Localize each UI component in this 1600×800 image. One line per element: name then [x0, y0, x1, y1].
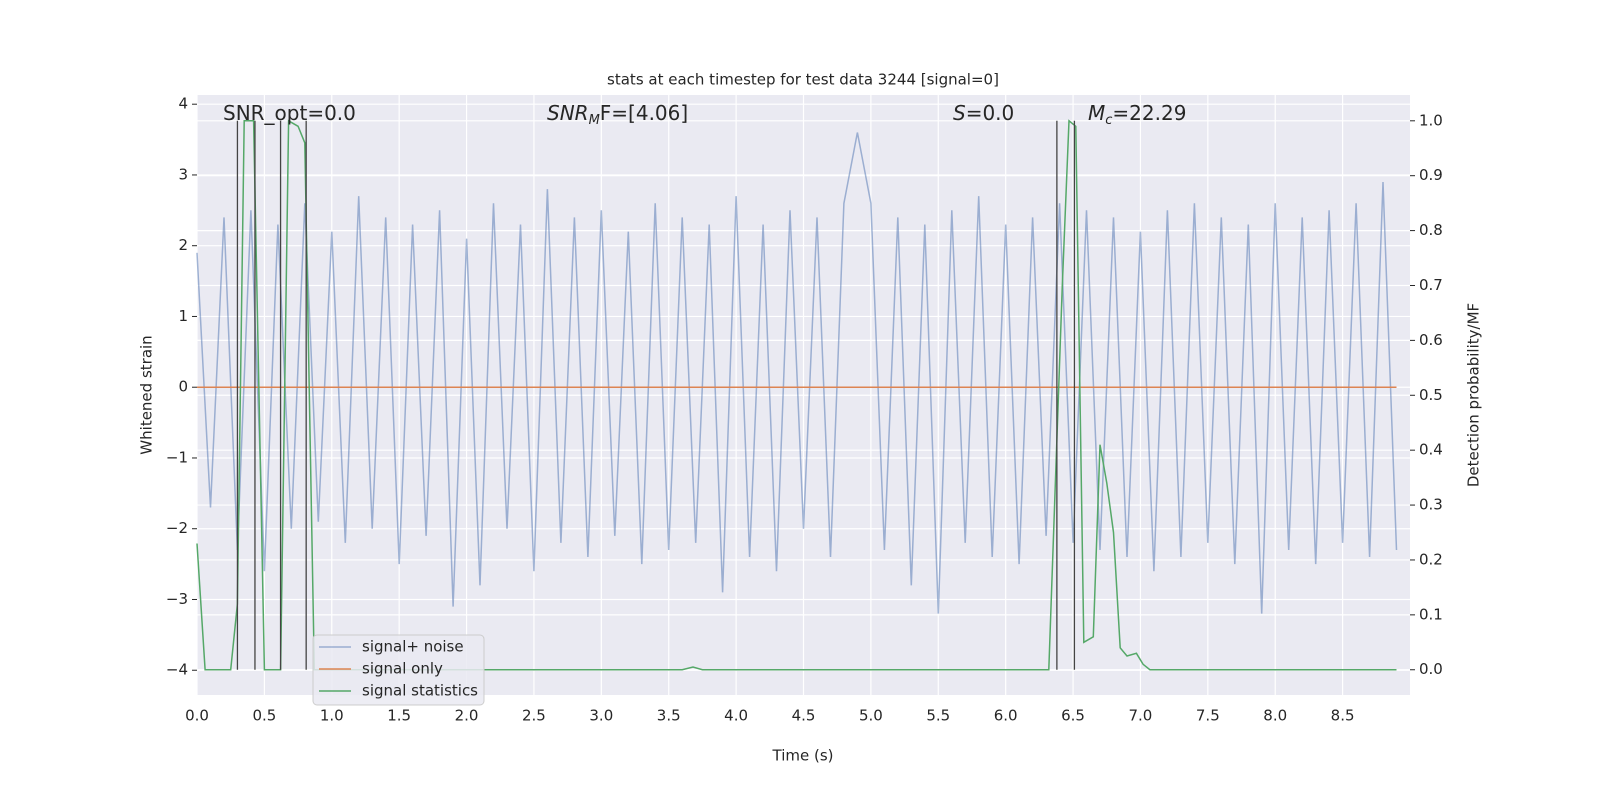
series-line: [196, 132, 1398, 614]
x-tick-label: 3.0: [589, 707, 613, 725]
x-tick-label: 6.5: [1061, 707, 1085, 725]
y-tick-label: 3: [178, 165, 188, 183]
y2-tick-label: 0.7: [1419, 276, 1443, 294]
annotation-part: c: [1105, 113, 1112, 128]
x-tick-label: 3.5: [657, 707, 681, 725]
annotation-part: M: [589, 113, 600, 128]
y-axis-label: Whitened strain: [138, 335, 156, 454]
y2-tick-label: 0.1: [1419, 605, 1443, 623]
chart-title: stats at each timestep for test data 324…: [607, 71, 999, 89]
x-tick-label: 2.5: [522, 707, 546, 725]
x-tick-label: 0.5: [252, 707, 276, 725]
y2-axis-label: Detection probability/MF: [1465, 303, 1483, 487]
x-tick-label: 7.5: [1196, 707, 1220, 725]
annotation-part: F=[4.06]: [600, 101, 688, 125]
y-tick-label: −3: [166, 590, 188, 608]
y2-tick-label: 0.5: [1419, 386, 1443, 404]
x-tick-label: 0.0: [185, 707, 209, 725]
y-tick-label: 2: [178, 236, 188, 254]
legend-label: signal only: [362, 660, 443, 678]
x-tick-label: 2.0: [455, 707, 479, 725]
y2-tick-label: 0.2: [1419, 550, 1443, 568]
y2-tick-label: 0.8: [1419, 221, 1443, 239]
x-axis-label: Time (s): [772, 747, 834, 765]
x-tick-label: 4.0: [724, 707, 748, 725]
series-line: [196, 119, 1397, 671]
annotation-part: M: [1088, 101, 1105, 125]
x-tick-label: 6.0: [994, 707, 1018, 725]
y2-tick-label: 0.6: [1419, 331, 1443, 349]
y-tick-label: 4: [178, 95, 188, 113]
x-tick-label: 8.0: [1263, 707, 1287, 725]
annotation: Mc=22.29: [1088, 101, 1186, 128]
annotation-part: SNR: [547, 101, 589, 125]
legend-label: signal statistics: [362, 682, 478, 700]
legend-box: [312, 634, 485, 706]
annotation: S=0.0: [953, 101, 1014, 125]
y2-tick-label: 0.9: [1419, 166, 1443, 184]
y-tick-label: 1: [178, 307, 188, 325]
x-tick-label: 1.0: [320, 707, 344, 725]
y-tick-label: −2: [166, 519, 188, 537]
y-tick-label: −4: [166, 661, 188, 679]
annotation-part: =22.29: [1112, 101, 1186, 125]
x-tick-label: 5.0: [859, 707, 883, 725]
x-tick-label: 7.0: [1129, 707, 1153, 725]
legend-label: signal+ noise: [362, 638, 464, 656]
y2-tick-label: 0.4: [1419, 441, 1443, 459]
x-tick-label: 1.5: [387, 707, 411, 725]
y2-tick-label: 0.3: [1419, 496, 1443, 514]
y-tick-label: 0: [178, 378, 188, 396]
y-tick-label: −1: [166, 448, 188, 466]
y2-tick-label: 0.0: [1419, 660, 1443, 678]
annotation: SNR_opt=0.0: [223, 101, 356, 125]
annotation-part: S: [953, 101, 966, 125]
annotation-part: =0.0: [966, 101, 1015, 125]
y2-tick-label: 1.0: [1419, 111, 1443, 129]
annotation: SNRMF=[4.06]: [547, 101, 688, 128]
x-tick-label: 4.5: [792, 707, 816, 725]
annotation-part: SNR_opt=0.0: [223, 101, 356, 125]
x-tick-label: 5.5: [926, 707, 950, 725]
x-tick-label: 8.5: [1331, 707, 1355, 725]
